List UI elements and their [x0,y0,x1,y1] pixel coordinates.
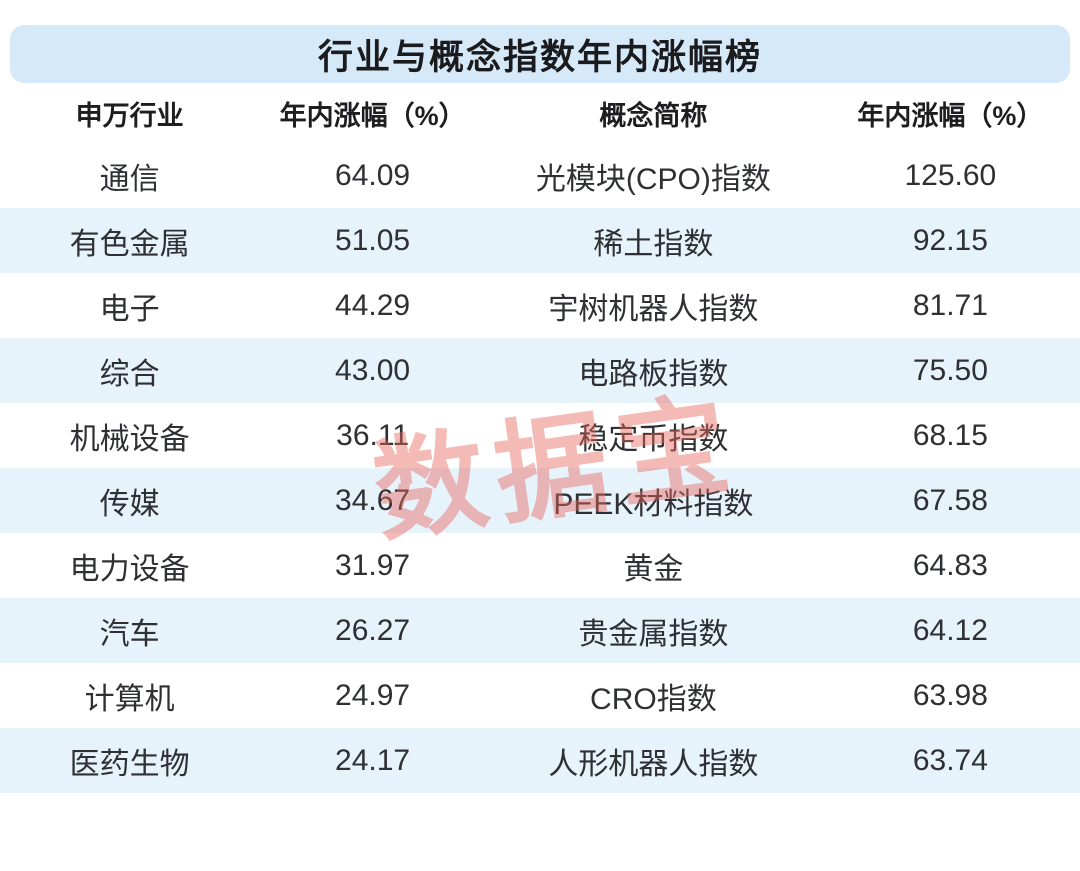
concept-name: 人形机器人指数 [548,747,759,781]
table-row: 计算机 24.97 CRO指数 63.98 [0,663,1080,728]
concept-gain: 92.15 [912,223,988,257]
rankings-table: 申万行业 年内涨幅（%） 概念简称 年内涨幅（%） 通信 64.09 光模块(C… [0,83,1080,793]
industry-gain: 24.97 [335,678,411,712]
industry-gain: 36.11 [336,418,410,452]
concept-name: 贵金属指数 [578,617,729,651]
industry-name: 有色金属 [69,227,190,261]
industry-name: 汽车 [99,617,160,651]
industry-name: 综合 [99,357,160,391]
table-header-row: 申万行业 年内涨幅（%） 概念简称 年内涨幅（%） [0,83,1080,143]
column-header-industry-gain: 年内涨幅（%） [279,100,466,131]
concept-name: 光模块(CPO)指数 [535,162,771,196]
concept-name: 稳定币指数 [578,422,729,456]
industry-gain: 34.67 [335,483,411,517]
table-row: 有色金属 51.05 稀土指数 92.15 [0,208,1080,273]
industry-gain: 24.17 [335,743,411,777]
industry-name: 传媒 [99,487,160,521]
concept-gain: 63.98 [912,678,988,712]
concept-name: 稀土指数 [593,227,714,261]
industry-gain: 51.05 [335,223,411,257]
concept-gain: 64.83 [912,548,988,582]
industry-gain: 44.29 [335,288,411,322]
table-row: 机械设备 36.11 稳定币指数 68.15 [0,403,1080,468]
page-title: 行业与概念指数年内涨幅榜 [317,37,762,77]
industry-name: 医药生物 [69,747,190,781]
concept-name: 黄金 [623,552,684,586]
industry-gain: 64.09 [335,158,411,192]
column-header-concept: 概念简称 [599,100,708,131]
concept-gain: 68.15 [912,418,988,452]
table-row: 电力设备 31.97 黄金 64.83 [0,533,1080,598]
column-header-concept-gain: 年内涨幅（%） [857,100,1044,131]
industry-name: 机械设备 [69,422,190,456]
concept-gain: 67.58 [912,483,988,517]
industry-name: 通信 [99,162,160,196]
concept-name: CRO指数 [590,682,717,716]
industry-name: 计算机 [84,682,175,716]
industry-gain: 31.97 [335,548,411,582]
table-row: 电子 44.29 宇树机器人指数 81.71 [0,273,1080,338]
concept-gain: 125.60 [904,158,997,192]
concept-gain: 63.74 [912,743,988,777]
industry-name: 电子 [99,292,160,326]
column-header-industry: 申万行业 [75,100,184,131]
concept-name: PEEK材料指数 [553,487,754,521]
table-row: 汽车 26.27 贵金属指数 64.12 [0,598,1080,663]
concept-gain: 75.50 [912,353,988,387]
industry-gain: 26.27 [335,613,411,647]
title-banner: 行业与概念指数年内涨幅榜 [10,25,1070,83]
table-row: 医药生物 24.17 人形机器人指数 63.74 [0,728,1080,793]
industry-gain: 43.00 [335,353,411,387]
concept-name: 宇树机器人指数 [548,292,759,326]
concept-gain: 81.71 [912,288,988,322]
concept-gain: 64.12 [912,613,988,647]
table-row: 综合 43.00 电路板指数 75.50 [0,338,1080,403]
concept-name: 电路板指数 [578,357,729,391]
industry-name: 电力设备 [69,552,190,586]
table-row: 传媒 34.67 PEEK材料指数 67.58 [0,468,1080,533]
table-row: 通信 64.09 光模块(CPO)指数 125.60 [0,143,1080,208]
